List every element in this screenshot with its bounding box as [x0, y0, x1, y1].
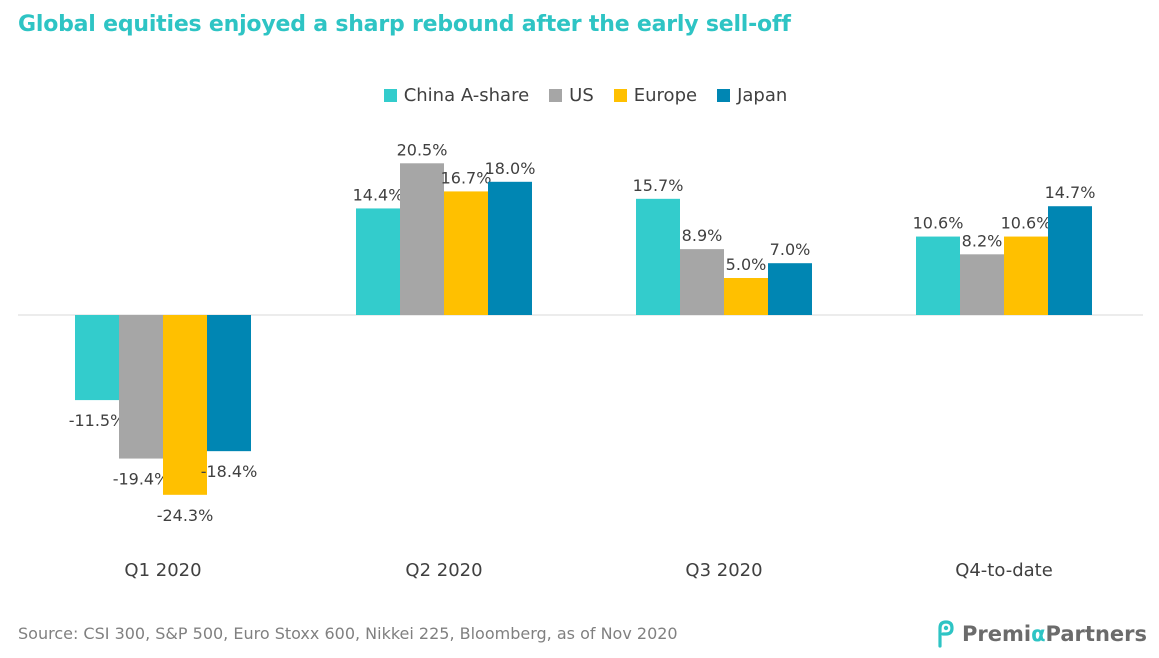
- legend-label: China A-share: [403, 85, 530, 106]
- data-label: 7.0%: [770, 240, 811, 259]
- bar: [488, 181, 532, 315]
- data-label: -19.4%: [113, 470, 170, 489]
- legend-label: Japan: [737, 85, 788, 106]
- data-label: 20.5%: [397, 140, 448, 159]
- data-label: 10.6%: [1001, 214, 1052, 233]
- category-label: Q3 2020: [685, 560, 762, 581]
- bar: [1048, 206, 1092, 315]
- logo-text-alpha: α: [1031, 622, 1046, 646]
- legend-item: US: [549, 85, 594, 106]
- legend-label: Europe: [633, 85, 698, 106]
- bar: [916, 236, 960, 315]
- premia-partners-logo-icon: [938, 620, 954, 648]
- bar: [207, 315, 251, 452]
- category-label: Q1 2020: [124, 560, 201, 581]
- legend-label: US: [569, 85, 594, 106]
- legend-swatch: [613, 89, 627, 102]
- bar: [960, 254, 1004, 315]
- data-label: 10.6%: [913, 214, 964, 233]
- bar: [75, 315, 119, 401]
- legend-swatch: [383, 89, 397, 102]
- data-label: 18.0%: [485, 159, 536, 178]
- bar: [119, 315, 163, 459]
- logo-text-premi: Premi: [962, 622, 1032, 646]
- bar-chart: -11.5% -19.4% -24.3% -18.4% Q1 2020 14.4% 20.5…: [18, 140, 1143, 581]
- bar: [1004, 236, 1048, 315]
- legend-item: China A-share: [383, 85, 530, 106]
- data-label: 14.7%: [1045, 183, 1096, 202]
- data-label: 14.4%: [353, 185, 404, 204]
- bar: [400, 163, 444, 315]
- chart-legend: China A-share US Europe Japan: [0, 85, 1159, 106]
- bar: [768, 263, 812, 315]
- data-label: -18.4%: [201, 462, 258, 481]
- bar: [636, 198, 680, 315]
- data-label: 5.0%: [726, 255, 767, 274]
- legend-swatch: [717, 89, 731, 102]
- bar: [163, 315, 207, 495]
- chart-title: Global equities enjoyed a sharp rebound …: [18, 12, 791, 37]
- source-note: Source: CSI 300, S&P 500, Euro Stoxx 600…: [18, 624, 678, 643]
- bar: [444, 191, 488, 315]
- data-label: 8.2%: [962, 231, 1003, 250]
- data-label: 16.7%: [441, 168, 492, 187]
- data-label: -11.5%: [69, 411, 126, 430]
- legend-item: Europe: [613, 85, 698, 106]
- bar: [356, 208, 400, 315]
- premia-partners-logo: Premi α Partners: [936, 620, 1147, 648]
- legend-item: Japan: [717, 85, 787, 106]
- logo-text-partners: Partners: [1045, 622, 1147, 646]
- category-label: Q2 2020: [405, 560, 482, 581]
- data-label: 15.7%: [633, 176, 684, 195]
- category-label: Q4-to-date: [955, 560, 1053, 581]
- bar: [680, 249, 724, 315]
- data-label: 8.9%: [682, 226, 723, 245]
- legend-swatch: [549, 89, 563, 102]
- bar: [724, 278, 768, 315]
- data-label: -24.3%: [157, 506, 214, 525]
